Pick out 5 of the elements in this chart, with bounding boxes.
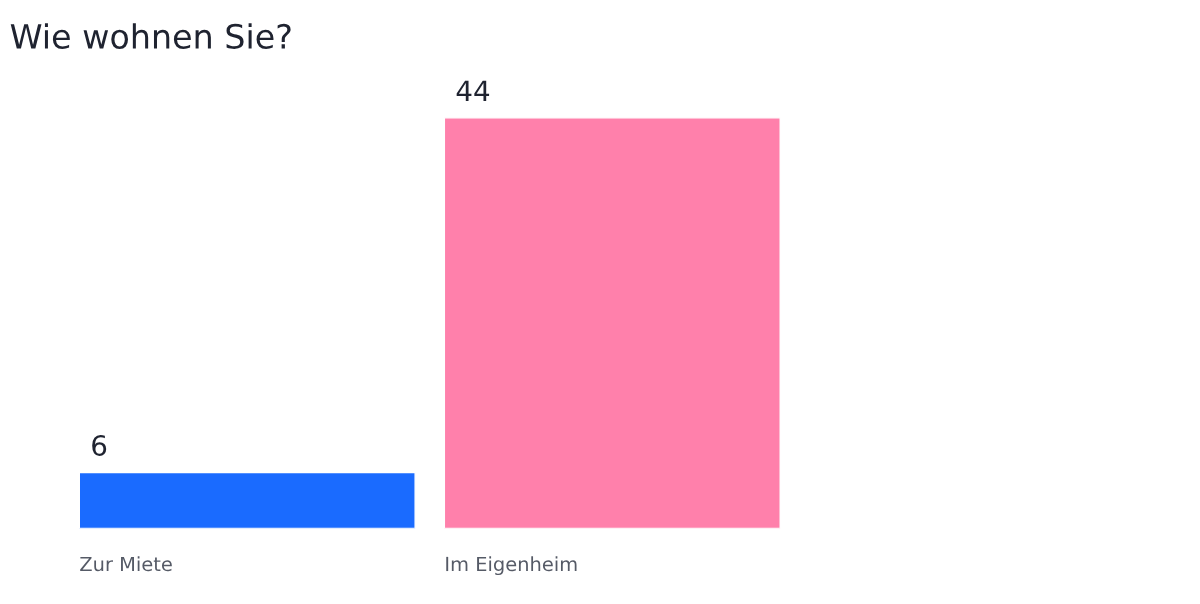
x-tick-label: Im Eigenheim (446, 556, 577, 576)
data-label: 6 (92, 434, 107, 456)
x-tick-label: Zur Miete (80, 556, 172, 572)
data-label: 44 (456, 80, 490, 101)
chart-title: Wie wohnen Sie? (10, 23, 291, 49)
